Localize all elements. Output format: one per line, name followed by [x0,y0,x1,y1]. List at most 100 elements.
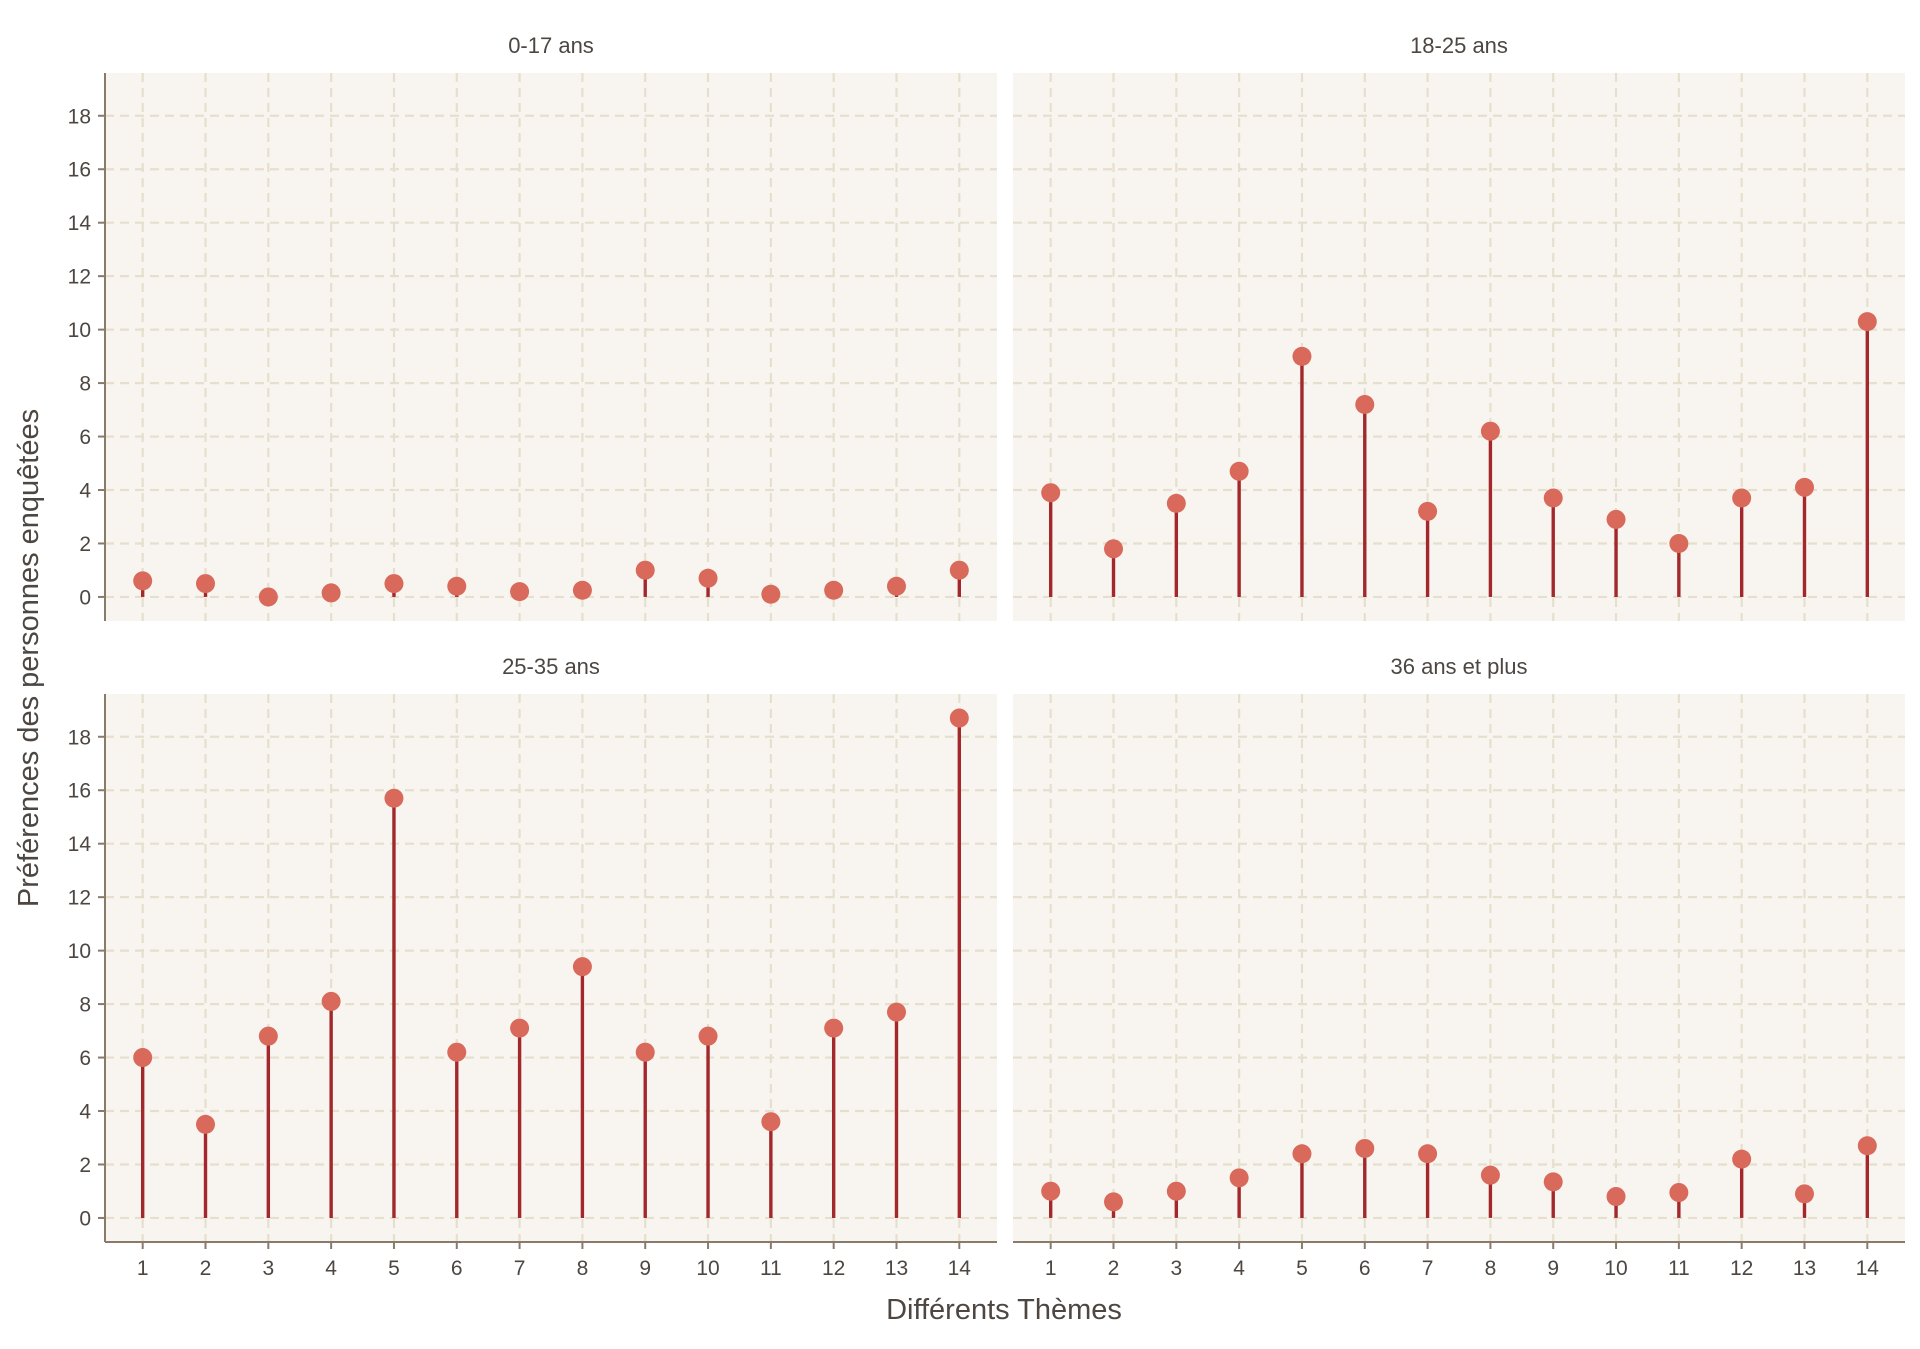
x-tick-label: 6 [1359,1257,1371,1280]
lollipop-point [1480,1165,1500,1185]
x-tick-label: 12 [1730,1257,1753,1280]
lollipop-point [1543,488,1563,508]
lollipop-point [1669,1183,1689,1203]
lollipop-point [1418,1144,1438,1164]
x-tick-label: 13 [885,1257,908,1280]
lollipop-point [824,580,844,600]
lollipop-point [1732,1149,1752,1169]
y-tick-label: 8 [79,994,91,1017]
lollipop-point [886,1002,906,1022]
y-tick-label: 0 [79,1207,91,1230]
panel-background [105,73,997,621]
y-tick-label: 14 [68,833,92,856]
x-tick-label: 11 [760,1257,782,1280]
lollipop-point [761,1112,781,1132]
y-tick-label: 18 [68,105,91,128]
panel-background [1013,694,1905,1242]
lollipop-point [698,1026,718,1046]
y-tick-label: 6 [79,1047,91,1070]
lollipop-point [1794,1184,1814,1204]
y-tick-label: 12 [68,887,91,910]
lollipop-point [196,1114,216,1134]
lollipop-point [447,576,467,596]
lollipop-point [1355,1138,1375,1158]
panel-background [105,694,997,1242]
lollipop-point [572,580,592,600]
lollipop-point [635,560,655,580]
x-tick-label: 14 [1856,1257,1880,1280]
lollipop-point [133,571,153,591]
x-tick-label: 10 [1604,1257,1627,1280]
x-tick-label: 4 [1233,1257,1245,1280]
y-tick-label: 6 [79,426,91,449]
lollipop-point [1480,421,1500,441]
y-tick-label: 2 [79,1154,91,1177]
x-tick-label: 12 [822,1257,845,1280]
lollipop-point [1292,346,1312,366]
lollipop-point [510,1018,530,1038]
lollipop-point [258,587,278,607]
lollipop-point [1229,461,1249,481]
lollipop-point [258,1026,278,1046]
x-axis-title: Différents Thèmes [886,1294,1122,1326]
lollipop-point [1543,1172,1563,1192]
lollipop-point [1166,1181,1186,1201]
lollipop-point [824,1018,844,1038]
facet-title: 36 ans et plus [1391,654,1528,679]
x-tick-label: 11 [1668,1257,1690,1280]
x-tick-label: 9 [639,1257,651,1280]
lollipop-point [1857,1136,1877,1156]
lollipop-point [1104,539,1124,559]
lollipop-point [1166,493,1186,513]
lollipop-point [761,584,781,604]
lollipop-point [1606,509,1626,529]
panel-background [1013,73,1905,621]
facet-panel: 0-17 ans 0 2 4 6 8 10 12 14 16 18 [68,33,997,621]
x-tick-label: 5 [388,1257,400,1280]
lollipop-point [1732,488,1752,508]
x-tick-label: 3 [1170,1257,1182,1280]
facet-title: 18-25 ans [1410,33,1508,58]
lollipop-point [1041,1181,1061,1201]
lollipop-point [949,560,969,580]
y-tick-label: 16 [68,780,91,803]
x-tick-label: 3 [262,1257,274,1280]
x-tick-label: 7 [1422,1257,1434,1280]
x-tick-label: 8 [577,1257,589,1280]
lollipop-point [133,1048,153,1068]
x-tick-label: 14 [948,1257,972,1280]
x-tick-label: 8 [1485,1257,1497,1280]
lollipop-point [572,957,592,977]
lollipop-point [1606,1187,1626,1207]
lollipop-point [1041,483,1061,503]
facet-title: 0-17 ans [508,33,594,58]
x-tick-label: 7 [514,1257,526,1280]
facet-panel: 18-25 ans [1013,33,1905,621]
y-tick-label: 0 [79,586,91,609]
y-axis-title: Préférences des personnes enquêtées [13,409,45,907]
x-tick-label: 1 [1045,1257,1057,1280]
lollipop-point [196,574,216,594]
x-tick-label: 5 [1296,1257,1308,1280]
y-tick-label: 12 [68,266,91,289]
lollipop-point [1292,1144,1312,1164]
lollipop-point [1794,477,1814,497]
lollipop-point [1857,312,1877,332]
lollipop-point [384,788,404,808]
lollipop-point [949,708,969,728]
lollipop-point [635,1042,655,1062]
y-tick-label: 2 [79,533,91,556]
y-tick-label: 4 [79,1101,91,1124]
y-tick-label: 8 [79,373,91,396]
lollipop-point [384,574,404,594]
lollipop-point [1355,394,1375,414]
x-tick-label: 1 [137,1257,149,1280]
x-tick-label: 13 [1793,1257,1816,1280]
x-tick-label: 2 [200,1257,212,1280]
lollipop-point [886,576,906,596]
y-tick-label: 14 [68,212,92,235]
